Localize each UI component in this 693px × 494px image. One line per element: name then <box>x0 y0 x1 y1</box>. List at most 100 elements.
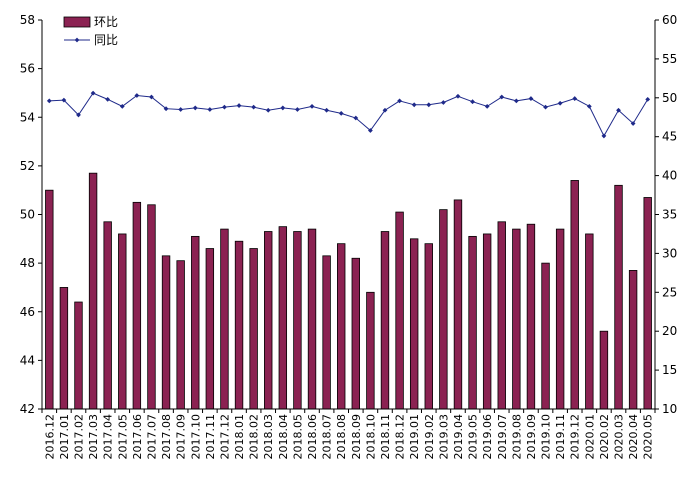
bars-layer <box>45 172 652 410</box>
bar-2016.12 <box>45 189 54 410</box>
x-tick-label: 2019.03 <box>437 414 450 460</box>
bar-2020.01 <box>585 233 594 410</box>
bar-2019.06 <box>482 233 492 410</box>
x-tick-label: 2020.04 <box>627 414 640 460</box>
x-tick-label: 2018.06 <box>306 414 319 460</box>
y-right-tick-label: 15 <box>662 363 677 377</box>
x-tick-label: 2018.12 <box>394 414 407 460</box>
y-right-tick-label: 10 <box>662 402 677 416</box>
point-2017.09 <box>178 107 184 112</box>
bar-2017.04 <box>103 221 112 410</box>
point-2017.10 <box>192 105 198 111</box>
point-2017.06 <box>134 93 140 98</box>
point-2017.07 <box>149 94 154 100</box>
x-tick-label: 2017.05 <box>116 414 129 460</box>
x-tick-label: 2018.08 <box>335 414 348 460</box>
point-2020.01 <box>586 103 592 109</box>
y-left-tick-label: 54 <box>20 110 35 124</box>
legend-swatch-huanbi <box>63 16 91 28</box>
x-tick-label: 2018.03 <box>262 414 275 460</box>
bar-2018.07 <box>322 255 331 410</box>
x-tick-label: 2019.06 <box>481 414 494 460</box>
bar-2018.03 <box>264 231 273 410</box>
bar-2018.08 <box>337 243 346 410</box>
point-2020.03 <box>616 107 621 113</box>
point-2019.01 <box>411 102 417 108</box>
point-2019.09 <box>528 96 534 101</box>
point-2019.07 <box>499 94 505 100</box>
bar-2017.01 <box>59 287 69 410</box>
x-tick-label: 2016.12 <box>43 414 56 460</box>
y-right-tick-label: 20 <box>662 324 677 338</box>
x-tick-label: 2019.04 <box>452 414 465 460</box>
x-tick-label: 2019.05 <box>467 414 480 460</box>
point-2017.01 <box>61 97 67 103</box>
axes-layer: 42 44 46 48 50 52 54 56 58 10 15 20 25 30 35 40 45 50 55 60… <box>20 13 678 460</box>
x-tick-label: 2017.08 <box>160 414 173 460</box>
y-left-tick-label: 42 <box>20 402 35 416</box>
point-2017.11 <box>207 107 213 112</box>
x-tick-label: 2017.07 <box>145 414 158 460</box>
bar-2018.05 <box>293 231 302 410</box>
bar-2019.09 <box>526 223 536 410</box>
legend-label-tongbi: 同比 <box>94 33 118 47</box>
x-tick-label: 2019.09 <box>525 414 538 460</box>
y-left-tick-label: 48 <box>20 256 35 270</box>
y-right-tick-label: 35 <box>662 208 677 222</box>
x-tick-label: 2017.09 <box>175 414 188 460</box>
bar-2020.04 <box>628 270 638 410</box>
bar-2017.12 <box>220 228 229 410</box>
y-right-tick-label: 30 <box>662 246 677 260</box>
point-2019.02 <box>426 102 432 108</box>
bar-2018.11 <box>380 231 390 410</box>
y-left-tick-label: 58 <box>20 13 35 27</box>
bar-2018.06 <box>307 228 317 410</box>
x-tick-label: 2018.10 <box>364 414 377 460</box>
point-2018.10 <box>367 128 373 133</box>
x-tick-label: 2018.01 <box>233 414 246 460</box>
bar-2019.03 <box>439 209 448 410</box>
x-tick-label: 2019.07 <box>496 414 509 460</box>
x-tick-label: 2019.12 <box>569 414 582 460</box>
point-2020.05 <box>645 96 651 102</box>
point-2017.12 <box>222 104 227 110</box>
bar-2018.02 <box>249 248 258 410</box>
point-2017.08 <box>163 106 169 112</box>
line-layer <box>46 90 651 139</box>
bar-2019.01 <box>409 238 419 410</box>
y-left-tick-label: 52 <box>20 159 35 173</box>
bar-2017.11 <box>205 248 215 410</box>
x-tick-label: 2019.10 <box>540 414 553 460</box>
bar-2018.09 <box>351 257 360 410</box>
y-right-tick-label: 40 <box>662 169 677 183</box>
x-tick-label: 2017.04 <box>102 414 115 460</box>
point-2017.05 <box>119 103 125 109</box>
point-2020.04 <box>630 121 636 126</box>
bar-2018.04 <box>278 226 288 410</box>
bar-2018.01 <box>234 240 244 410</box>
bar-2017.02 <box>74 301 83 410</box>
bar-2019.04 <box>453 199 463 410</box>
x-tick-label: 2017.01 <box>58 414 71 460</box>
bar-2019.11 <box>555 228 565 410</box>
legend-label-huanbi: 环比 <box>94 15 118 29</box>
bar-2018.12 <box>395 211 404 410</box>
point-2020.02 <box>601 133 607 139</box>
point-2018.06 <box>309 103 315 109</box>
bar-2017.05 <box>118 233 127 410</box>
x-tick-label: 2018.09 <box>350 414 363 460</box>
x-tick-label: 2018.07 <box>321 414 334 460</box>
bar-2019.05 <box>468 235 477 410</box>
bar-2019.12 <box>570 180 579 410</box>
bar-2017.06 <box>132 201 142 410</box>
y-right-tick-label: 25 <box>662 285 677 299</box>
point-2019.12 <box>572 96 578 101</box>
point-2018.03 <box>265 107 271 113</box>
x-tick-label: 2019.08 <box>510 414 523 460</box>
bar-2017.09 <box>176 260 185 410</box>
bar-2017.10 <box>191 235 200 410</box>
bar-2019.10 <box>541 262 550 410</box>
x-tick-label: 2017.03 <box>87 414 100 460</box>
